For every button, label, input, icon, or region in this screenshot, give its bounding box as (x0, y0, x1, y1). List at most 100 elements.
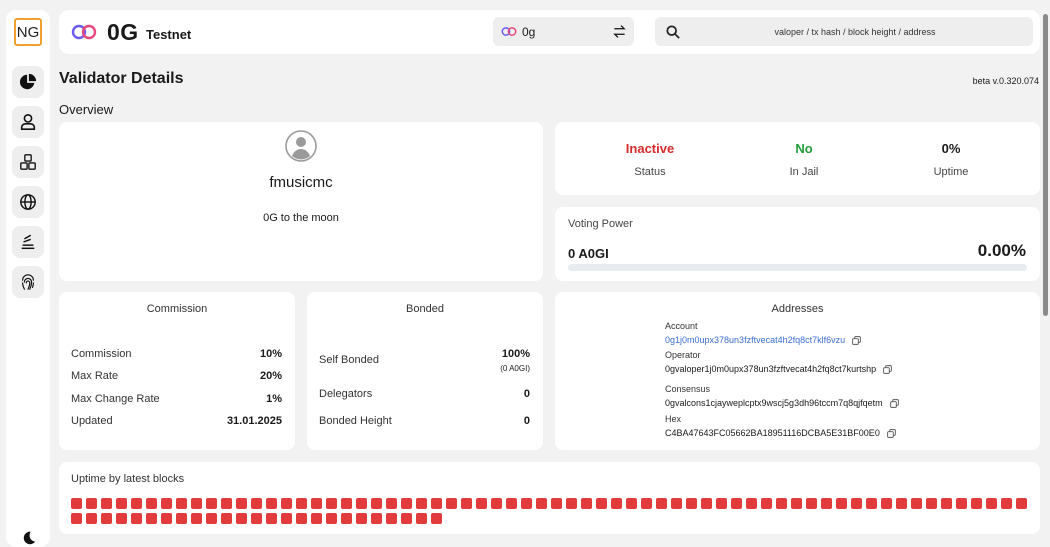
uptime-block[interactable] (836, 498, 847, 509)
uptime-block[interactable] (146, 498, 157, 509)
uptime-block[interactable] (971, 498, 982, 509)
uptime-block[interactable] (926, 498, 937, 509)
uptime-block[interactable] (416, 498, 427, 509)
uptime-block[interactable] (596, 498, 607, 509)
uptime-block[interactable] (371, 513, 382, 524)
copy-icon[interactable] (883, 364, 892, 374)
uptime-block[interactable] (221, 513, 232, 524)
copy-icon[interactable] (852, 335, 861, 345)
dashboard-nav-button[interactable] (12, 66, 44, 98)
account-address-link[interactable]: 0g1j0m0upx378un3fzftvecat4h2fq8ct7klf6vz… (665, 335, 846, 345)
uptime-block[interactable] (281, 513, 292, 524)
copy-icon[interactable] (889, 398, 899, 408)
uptime-block[interactable] (461, 498, 472, 509)
uptime-block[interactable] (311, 498, 322, 509)
uptime-block[interactable] (611, 498, 622, 509)
uptime-block[interactable] (746, 498, 757, 509)
uptime-block[interactable] (101, 513, 112, 524)
uptime-block[interactable] (1001, 498, 1012, 509)
uptime-block[interactable] (401, 498, 412, 509)
uptime-block[interactable] (251, 513, 262, 524)
uptime-block[interactable] (356, 498, 367, 509)
uptime-block[interactable] (731, 498, 742, 509)
uptime-block[interactable] (131, 513, 142, 524)
uptime-block[interactable] (206, 513, 217, 524)
uptime-block[interactable] (191, 498, 202, 509)
identity-nav-button[interactable] (12, 266, 44, 298)
uptime-block[interactable] (161, 513, 172, 524)
blocks-nav-button[interactable] (12, 146, 44, 178)
uptime-block[interactable] (251, 498, 262, 509)
uptime-block[interactable] (101, 498, 112, 509)
uptime-block[interactable] (536, 498, 547, 509)
uptime-block[interactable] (281, 498, 292, 509)
uptime-block[interactable] (911, 498, 922, 509)
uptime-block[interactable] (371, 498, 382, 509)
uptime-block[interactable] (71, 513, 82, 524)
chain-selector[interactable]: 0g (493, 17, 634, 46)
uptime-block[interactable] (341, 513, 352, 524)
uptime-block[interactable] (986, 498, 997, 509)
uptime-block[interactable] (506, 498, 517, 509)
uptime-block[interactable] (326, 513, 337, 524)
uptime-block[interactable] (881, 498, 892, 509)
uptime-block[interactable] (116, 513, 127, 524)
uptime-block[interactable] (446, 498, 457, 509)
uptime-block[interactable] (386, 498, 397, 509)
uptime-block[interactable] (71, 498, 82, 509)
uptime-block[interactable] (266, 498, 277, 509)
uptime-block[interactable] (176, 513, 187, 524)
uptime-block[interactable] (86, 513, 97, 524)
uptime-block[interactable] (656, 498, 667, 509)
uptime-block[interactable] (701, 498, 712, 509)
uptime-block[interactable] (626, 498, 637, 509)
theme-toggle-button[interactable] (12, 522, 44, 547)
uptime-block[interactable] (416, 513, 427, 524)
uptime-block[interactable] (956, 498, 967, 509)
uptime-block[interactable] (566, 498, 577, 509)
uptime-block[interactable] (311, 513, 322, 524)
uptime-block[interactable] (941, 498, 952, 509)
uptime-block[interactable] (326, 498, 337, 509)
uptime-block[interactable] (641, 498, 652, 509)
uptime-block[interactable] (806, 498, 817, 509)
uptime-block[interactable] (791, 498, 802, 509)
uptime-block[interactable] (716, 498, 727, 509)
uptime-block[interactable] (386, 513, 397, 524)
uptime-block[interactable] (236, 498, 247, 509)
uptime-block[interactable] (581, 498, 592, 509)
uptime-block[interactable] (1016, 498, 1027, 509)
uptime-block[interactable] (86, 498, 97, 509)
uptime-block[interactable] (356, 513, 367, 524)
staking-nav-button[interactable] (12, 226, 44, 258)
uptime-block[interactable] (401, 513, 412, 524)
uptime-block[interactable] (341, 498, 352, 509)
network-nav-button[interactable] (12, 186, 44, 218)
uptime-block[interactable] (776, 498, 787, 509)
uptime-block[interactable] (761, 498, 772, 509)
uptime-block[interactable] (266, 513, 277, 524)
uptime-block[interactable] (146, 513, 157, 524)
copy-icon[interactable] (887, 428, 896, 438)
uptime-block[interactable] (296, 498, 307, 509)
uptime-block[interactable] (131, 498, 142, 509)
uptime-block[interactable] (476, 498, 487, 509)
uptime-block[interactable] (236, 513, 247, 524)
uptime-block[interactable] (221, 498, 232, 509)
account-nav-button[interactable] (12, 106, 44, 138)
search-input[interactable] (685, 17, 1025, 46)
uptime-block[interactable] (206, 498, 217, 509)
uptime-block[interactable] (191, 513, 202, 524)
uptime-block[interactable] (866, 498, 877, 509)
page-scrollbar[interactable] (1043, 14, 1048, 316)
uptime-block[interactable] (851, 498, 862, 509)
app-logo[interactable]: NG (14, 18, 42, 46)
uptime-block[interactable] (431, 498, 442, 509)
uptime-block[interactable] (896, 498, 907, 509)
uptime-block[interactable] (521, 498, 532, 509)
uptime-block[interactable] (116, 498, 127, 509)
uptime-block[interactable] (161, 498, 172, 509)
uptime-block[interactable] (431, 513, 442, 524)
uptime-block[interactable] (821, 498, 832, 509)
uptime-block[interactable] (551, 498, 562, 509)
